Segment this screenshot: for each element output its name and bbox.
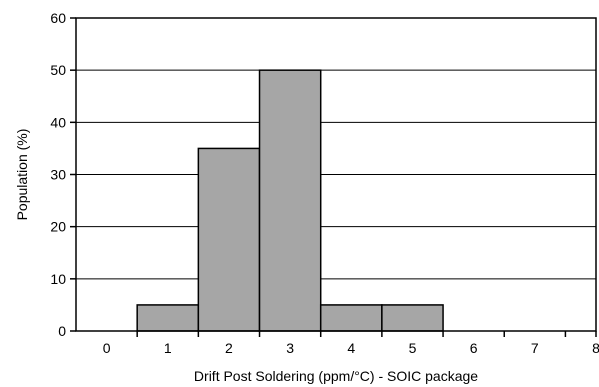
bar-4 <box>319 304 383 332</box>
y-tick-label: 20 <box>50 219 66 235</box>
x-tick-label: 1 <box>164 340 172 356</box>
x-tick-label: 2 <box>225 340 233 356</box>
x-tick-label: 6 <box>470 340 478 356</box>
y-axis-title: Population (%) <box>14 129 30 221</box>
y-axis-ticks: 0 10 20 30 40 50 60 <box>50 10 76 339</box>
bars <box>136 69 444 332</box>
gridlines <box>76 69 596 280</box>
x-tick-label: 7 <box>531 340 539 356</box>
x-axis-title: Drift Post Soldering (ppm/°C) - SOIC pac… <box>194 368 478 384</box>
y-tick-label: 0 <box>58 323 66 339</box>
y-tick-label: 60 <box>50 10 66 26</box>
x-tick-label: 3 <box>286 340 294 356</box>
y-tick-label: 40 <box>50 114 66 130</box>
y-tick-label: 30 <box>50 167 66 183</box>
x-axis-ticks: 0 1 2 3 4 5 6 7 8 <box>103 331 599 356</box>
y-tick-label: 10 <box>50 271 66 287</box>
y-tick-label: 50 <box>50 62 66 78</box>
x-tick-label: 5 <box>409 340 417 356</box>
bar-2 <box>197 147 261 332</box>
bar-1 <box>136 304 200 332</box>
bar-5 <box>381 304 444 332</box>
x-tick-label: 4 <box>347 340 355 356</box>
x-tick-label: 8 <box>592 340 599 356</box>
bar-3 <box>258 69 322 332</box>
x-tick-label: 0 <box>103 340 111 356</box>
